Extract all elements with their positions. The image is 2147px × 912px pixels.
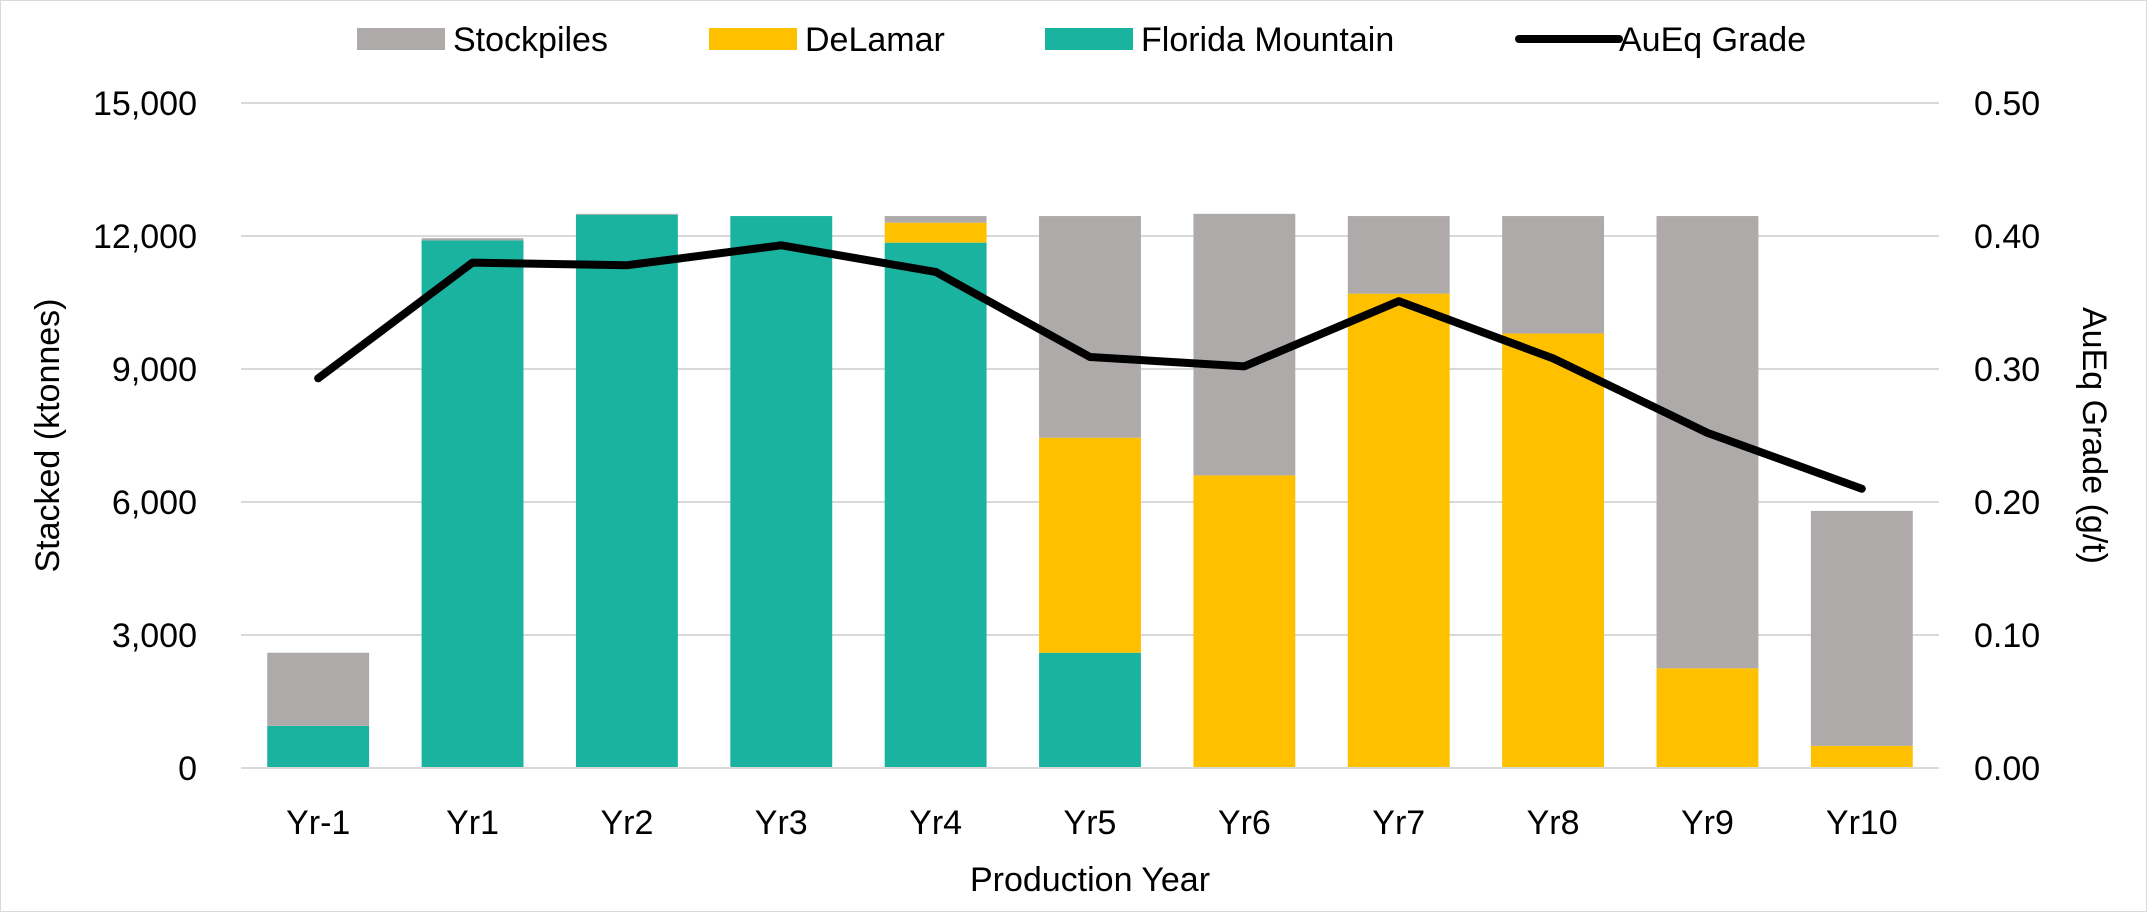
y-right-axis-title: AuEq Grade (g/t) — [2075, 307, 2113, 564]
bar-delamar-yr5 — [1039, 437, 1141, 653]
bar-stockpiles-yr2 — [575, 213, 678, 215]
y-left-tick-label: 9,000 — [112, 351, 197, 389]
y-right-tick-label: 0.30 — [1974, 351, 2040, 389]
axes: 0 3,000 6,000 9,000 12,000 15,000 0.00 0.10 0.20… — [29, 85, 2113, 899]
x-axis-title: Production Year — [970, 861, 1210, 899]
x-tick-label: Yr4 — [909, 804, 962, 842]
bar-florida-mountain-yr4 — [884, 242, 987, 768]
x-tick-label: Yr-1 — [286, 804, 350, 842]
bar-stockpiles-yr-1 — [267, 652, 370, 726]
legend-label-delamar: DeLamar — [805, 21, 945, 59]
y-right-tick-label: 0.50 — [1974, 85, 2040, 123]
bar-stockpiles-yr5 — [1039, 216, 1141, 438]
x-tick-label: Yr5 — [1064, 804, 1117, 842]
bar-stockpiles-yr10 — [1810, 510, 1913, 746]
y-left-tick-label: 0 — [178, 750, 197, 788]
bar-delamar-yr10 — [1810, 745, 1913, 768]
y-right-tick-label: 0.40 — [1974, 218, 2040, 256]
x-tick-label: Yr2 — [600, 804, 653, 842]
bar-delamar-yr9 — [1656, 668, 1759, 768]
line-series — [314, 241, 1866, 493]
bar-delamar-yr7 — [1347, 293, 1450, 768]
legend-swatch-stockpiles — [357, 28, 445, 50]
bar-stockpiles-yr8 — [1502, 216, 1605, 334]
y-left-tick-label: 6,000 — [112, 484, 197, 522]
y-left-axis-title: Stacked (ktonnes) — [29, 298, 67, 572]
y-left-tick-label: 12,000 — [93, 218, 197, 256]
legend: Stockpiles DeLamar Florida Mountain AuEq Gr… — [357, 21, 1806, 59]
bar-stockpiles-yr7 — [1347, 216, 1450, 294]
legend-label-stockpiles: Stockpiles — [453, 21, 608, 59]
y-left-tick-label: 15,000 — [93, 85, 197, 123]
y-left-tick-label: 3,000 — [112, 617, 197, 655]
x-tick-label: Yr3 — [755, 804, 808, 842]
x-tick-label: Yr8 — [1527, 804, 1580, 842]
bar-delamar-yr6 — [1193, 475, 1296, 768]
bar-stockpiles-yr6 — [1193, 213, 1296, 476]
legend-label-aueq-grade: AuEq Grade — [1619, 21, 1806, 59]
bar-stockpiles-yr1 — [421, 238, 524, 241]
x-tick-label: Yr9 — [1681, 804, 1734, 842]
legend-swatch-florida-mountain — [1045, 28, 1133, 50]
y-right-tick-label: 0.10 — [1974, 617, 2040, 655]
bar-stockpiles-yr4 — [884, 216, 987, 223]
x-tick-label: Yr10 — [1826, 804, 1898, 842]
y-right-tick-label: 0.00 — [1974, 750, 2040, 788]
bar-florida-mountain-yr3 — [730, 216, 833, 769]
legend-label-florida-mountain: Florida Mountain — [1141, 21, 1394, 59]
bar-florida-mountain-yr5 — [1039, 652, 1141, 768]
x-tick-label: Yr6 — [1218, 804, 1271, 842]
y-right-tick-label: 0.20 — [1974, 484, 2040, 522]
bar-florida-mountain-yr-1 — [267, 725, 370, 768]
bar-delamar-yr4 — [884, 222, 987, 243]
bar-series — [267, 213, 1913, 769]
bar-florida-mountain-yr1 — [421, 240, 524, 768]
x-tick-label: Yr1 — [446, 804, 499, 842]
legend-swatch-delamar — [709, 28, 797, 50]
x-tick-label: Yr7 — [1372, 804, 1425, 842]
bar-delamar-yr8 — [1502, 333, 1605, 768]
bar-florida-mountain-yr2 — [575, 214, 678, 769]
